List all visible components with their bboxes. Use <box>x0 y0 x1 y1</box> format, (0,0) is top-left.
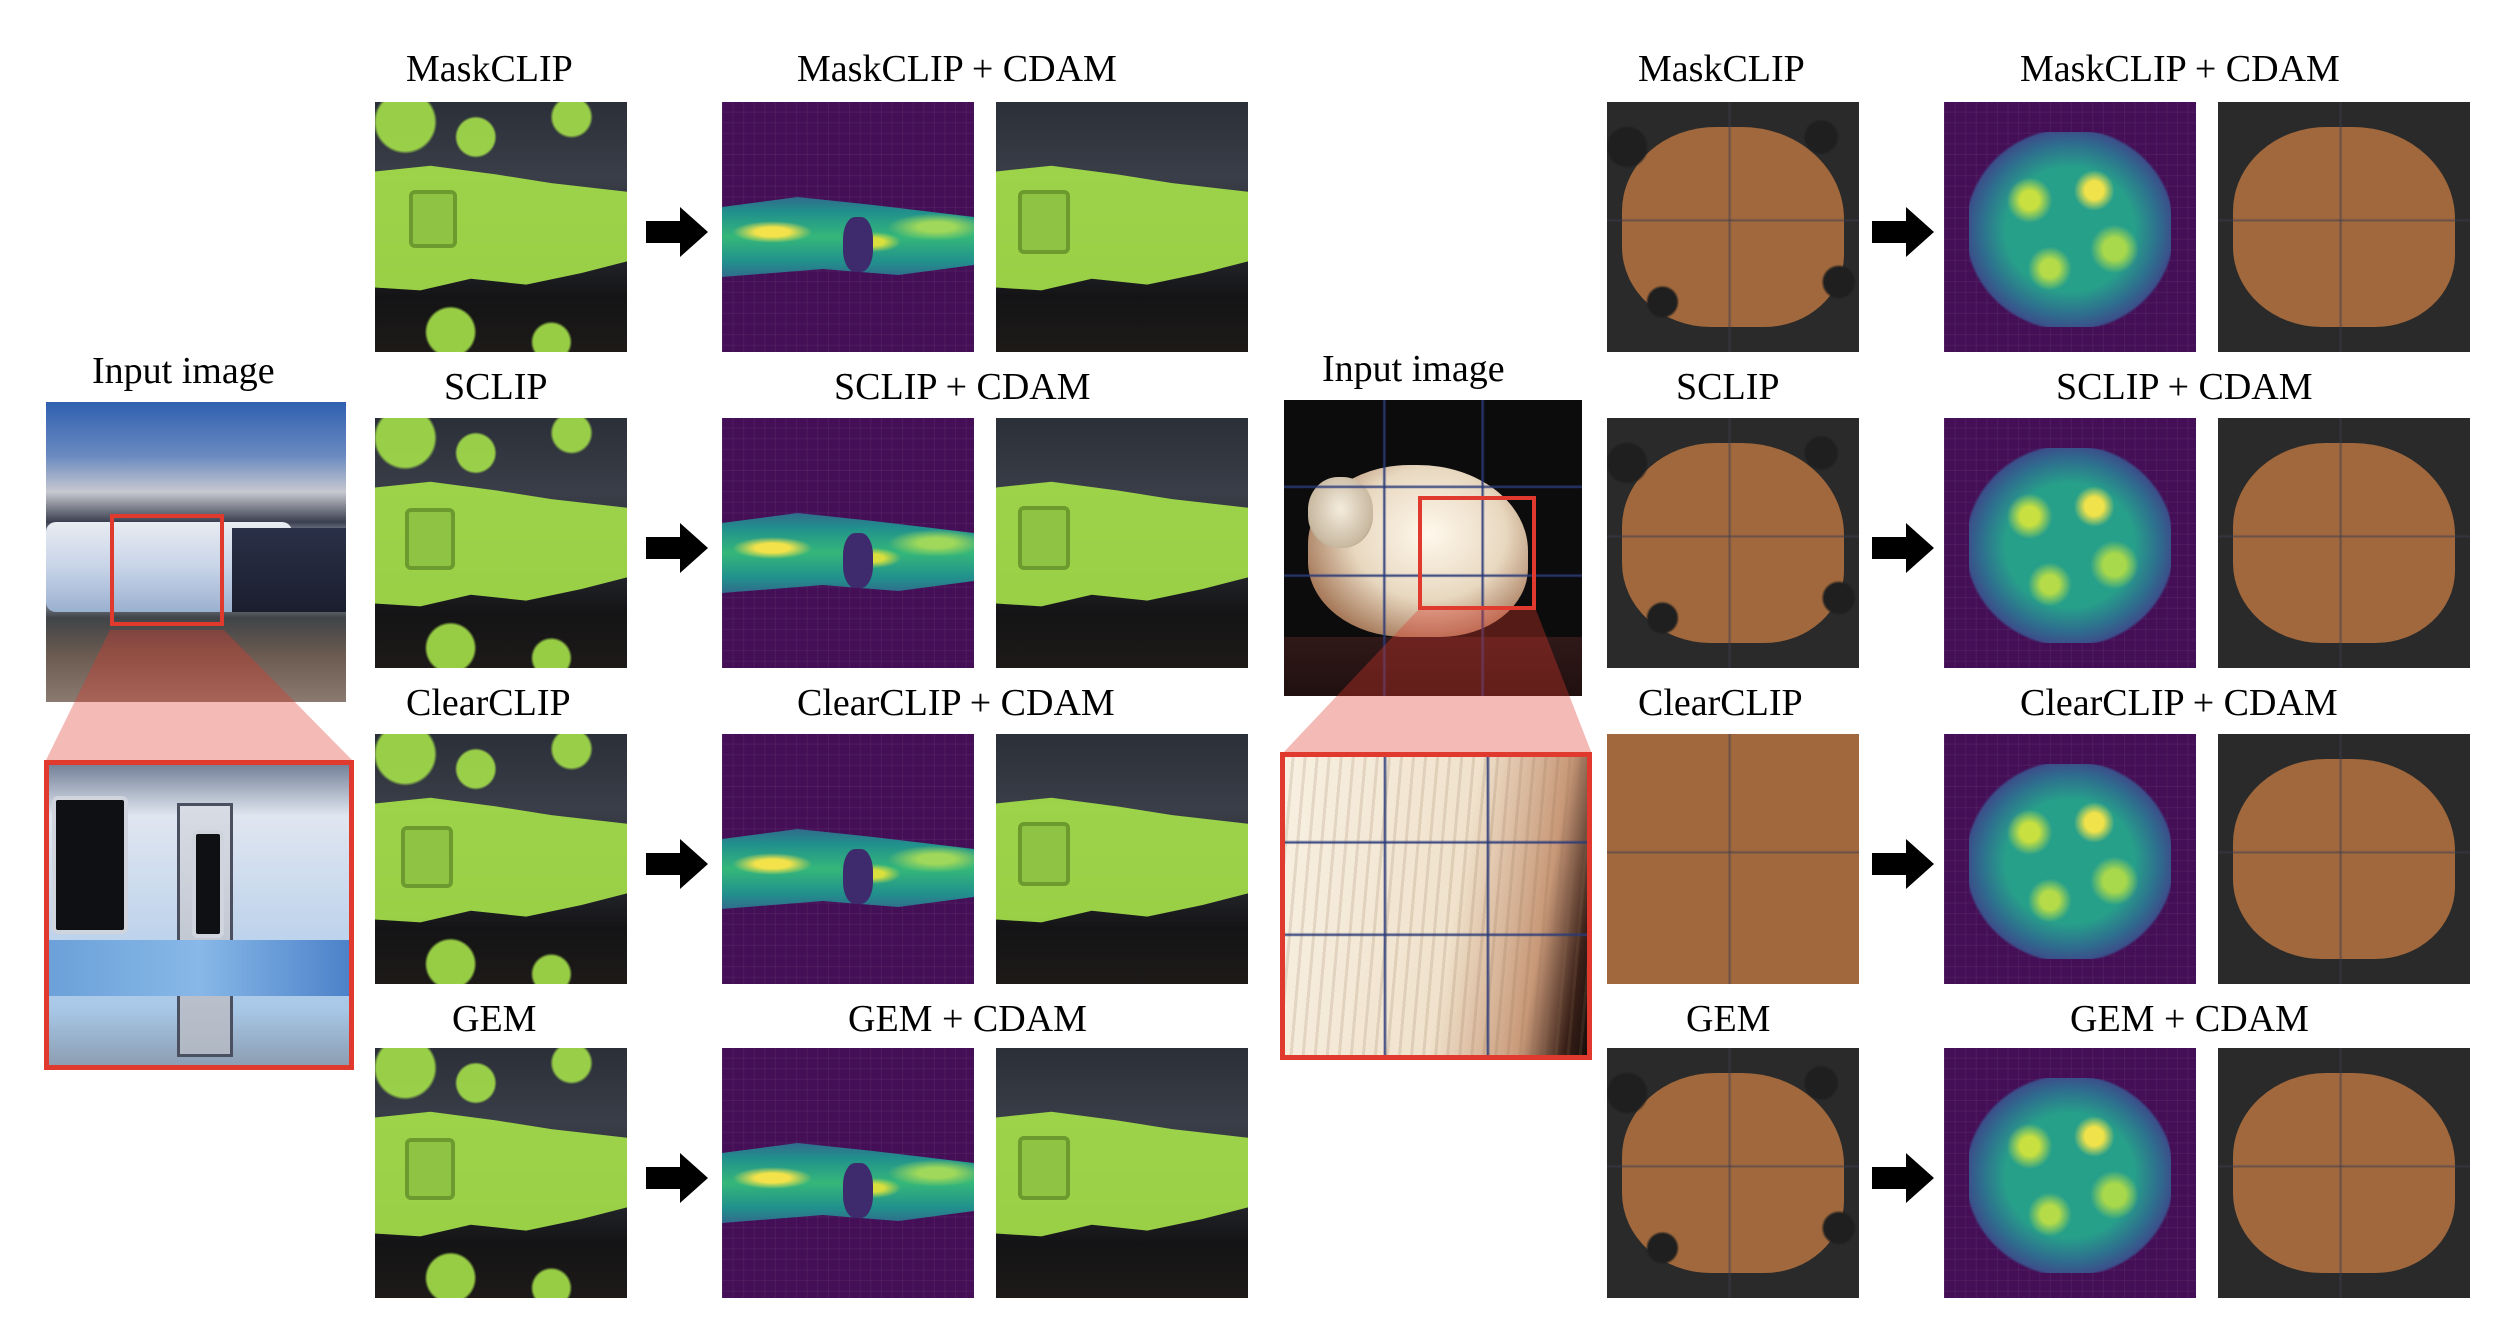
left-row3-heatmap <box>722 734 974 984</box>
right-row3-method-label: ClearCLIP <box>1638 682 1803 724</box>
left-row3-method-label: ClearCLIP <box>406 682 571 724</box>
right-input-label: Input image <box>1322 348 1505 390</box>
right-zoom-wedge <box>1282 610 1592 754</box>
left-row1-method-label: MaskCLIP <box>406 48 573 90</box>
left-row1-heatmap <box>722 102 974 352</box>
right-arrow-icon <box>646 207 708 257</box>
left-row2-segmentation <box>375 418 627 668</box>
right-row3-segmentation <box>1607 734 1859 984</box>
fence-grid <box>1607 1048 1859 1298</box>
train-window <box>405 508 455 570</box>
sheep-seg-body <box>1622 1073 1844 1273</box>
crop-fence-grid <box>1280 752 1592 1060</box>
right-row2-method-label: SCLIP <box>1676 366 1780 408</box>
left-input-image <box>46 402 346 702</box>
right-row3-cdam-overlay <box>2218 734 2470 984</box>
right-row4-cdam-label: GEM + CDAM <box>2070 998 2309 1040</box>
crop-window-door <box>192 830 224 938</box>
right-input-image <box>1284 400 1582 696</box>
right-row2-heatmap <box>1944 418 2196 668</box>
left-row3-cdam-label: ClearCLIP + CDAM <box>797 682 1115 724</box>
left-row1-cdam-label: MaskCLIP + CDAM <box>797 48 1117 90</box>
right-row2-cdam-label: SCLIP + CDAM <box>2056 366 2313 408</box>
heat-hole <box>842 533 874 588</box>
right-row4-segmentation <box>1607 1048 1859 1298</box>
train-window <box>1018 506 1070 570</box>
fence-grid <box>2218 1048 2470 1298</box>
right-row4-heatmap <box>1944 1048 2196 1298</box>
left-crop-frame <box>44 760 354 1070</box>
right-arrow-icon <box>1872 1153 1934 1203</box>
train-window <box>409 190 457 248</box>
right-arrow-icon <box>646 1153 708 1203</box>
train-window <box>1018 1136 1070 1200</box>
left-zoom-wedge <box>46 630 352 760</box>
train-window <box>1018 190 1070 254</box>
right-row1-heatmap <box>1944 102 2196 352</box>
heat-blob <box>1969 764 2171 959</box>
right-zoom-box <box>1418 496 1536 610</box>
left-row2-method-label: SCLIP <box>444 366 548 408</box>
heat-hole <box>842 217 874 272</box>
fence-grid <box>2218 734 2470 984</box>
left-row2-heatmap <box>722 418 974 668</box>
left-row4-heatmap <box>722 1048 974 1298</box>
train-window <box>401 826 453 888</box>
left-row2-cdam-label: SCLIP + CDAM <box>834 366 1091 408</box>
left-input-label: Input image <box>92 350 275 392</box>
left-row4-method-label: GEM <box>452 998 537 1040</box>
fence-grid <box>1607 418 1859 668</box>
train-locomotive-shape <box>232 528 346 612</box>
heat-blob <box>1969 1078 2171 1273</box>
right-arrow-icon <box>646 839 708 889</box>
right-zoom-crop <box>1280 752 1592 1060</box>
train-window <box>1018 822 1070 886</box>
left-zoom-box <box>110 514 224 626</box>
right-crop-frame <box>1280 752 1592 1060</box>
fence-grid <box>2218 418 2470 668</box>
right-row4-method-label: GEM <box>1686 998 1771 1040</box>
left-zoom-crop <box>44 760 354 1070</box>
left-row1-cdam-overlay <box>996 102 1248 352</box>
heat-hole <box>842 1163 874 1218</box>
right-row2-cdam-overlay <box>2218 418 2470 668</box>
fence-grid <box>1607 102 1859 352</box>
sheep-seg-body <box>1622 127 1844 327</box>
heat-blob <box>1969 448 2171 643</box>
right-row3-cdam-label: ClearCLIP + CDAM <box>2020 682 2338 724</box>
crop-stripe <box>44 939 354 996</box>
sheep-seg-body <box>1622 443 1844 643</box>
right-row4-cdam-overlay <box>2218 1048 2470 1298</box>
left-row3-cdam-overlay <box>996 734 1248 984</box>
left-row4-cdam-label: GEM + CDAM <box>848 998 1087 1040</box>
left-row2-cdam-overlay <box>996 418 1248 668</box>
heat-hole <box>842 849 874 904</box>
left-row4-segmentation <box>375 1048 627 1298</box>
right-row1-cdam-label: MaskCLIP + CDAM <box>2020 48 2340 90</box>
right-arrow-icon <box>1872 207 1934 257</box>
right-row3-heatmap <box>1944 734 2196 984</box>
fence-grid <box>1607 734 1859 984</box>
right-arrow-icon <box>1872 523 1934 573</box>
right-row1-cdam-overlay <box>2218 102 2470 352</box>
right-arrow-icon <box>1872 839 1934 889</box>
left-row4-cdam-overlay <box>996 1048 1248 1298</box>
right-arrow-icon <box>646 523 708 573</box>
left-row3-segmentation <box>375 734 627 984</box>
crop-window-left <box>52 796 128 934</box>
train-window <box>405 1138 455 1200</box>
fence-grid <box>2218 102 2470 352</box>
right-row2-segmentation <box>1607 418 1859 668</box>
left-row1-segmentation <box>375 102 627 352</box>
heat-blob <box>1969 132 2171 327</box>
right-row1-segmentation <box>1607 102 1859 352</box>
right-row1-method-label: MaskCLIP <box>1638 48 1805 90</box>
